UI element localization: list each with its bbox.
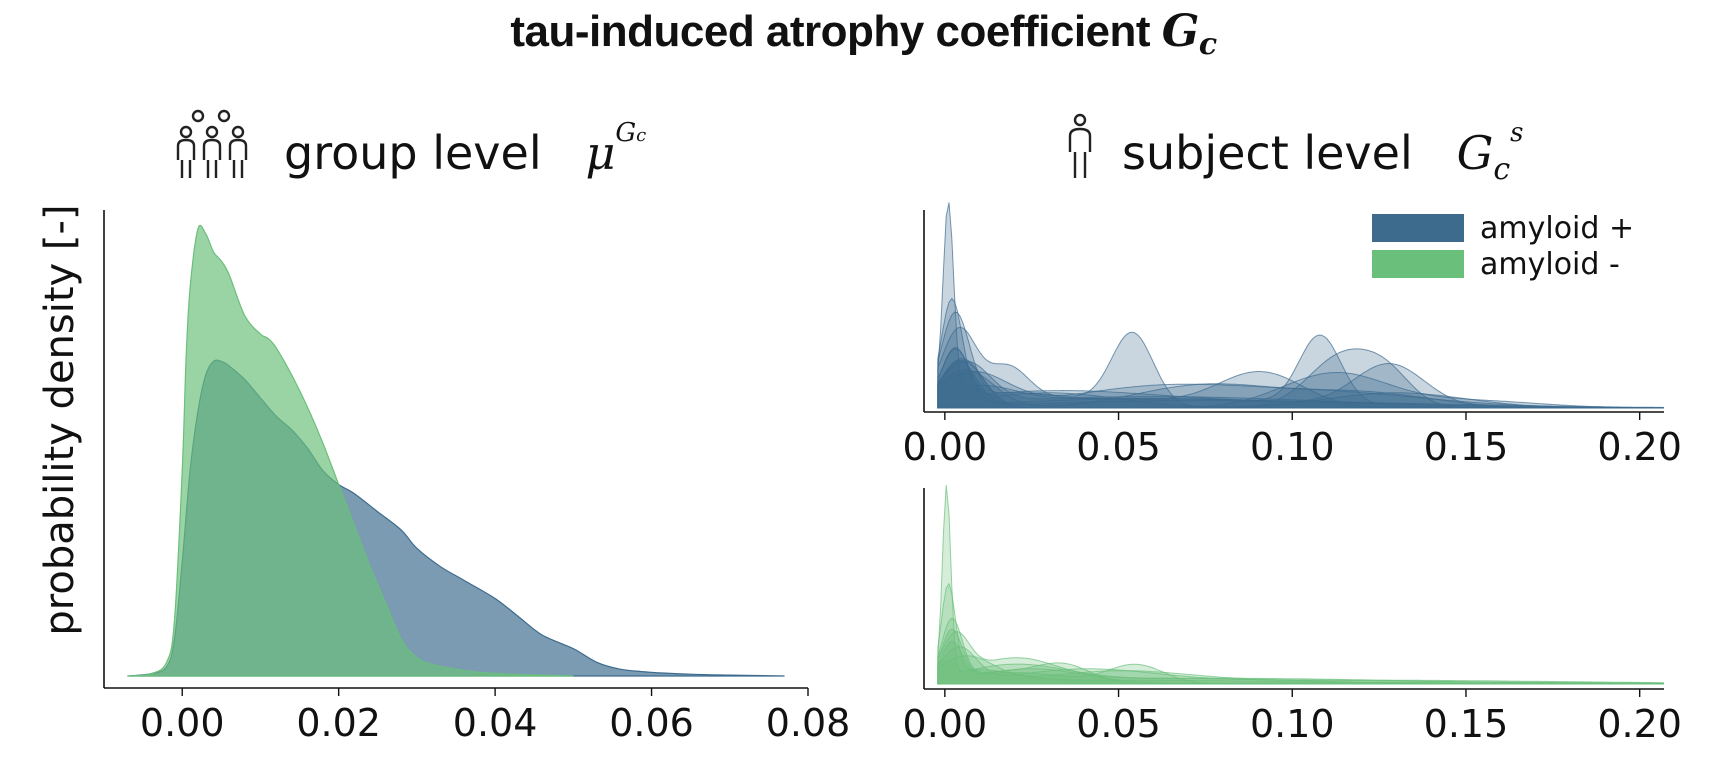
figure-title: tau-induced atrophy coefficient Gc xyxy=(0,6,1727,62)
subject-level-amyloid-neg-plot: 0.00 0.05 0.10 0.15 0.20 xyxy=(903,485,1682,746)
group-x-tick-label: 0.08 xyxy=(766,701,851,745)
group-panel-title: group level μGc xyxy=(284,118,646,180)
group-panel-label: group level xyxy=(284,126,542,180)
legend: amyloid +amyloid - xyxy=(1372,211,1634,282)
subject-pos-x-tick-label: 0.15 xyxy=(1424,425,1509,469)
subject-pos-x-tick-label: 0.05 xyxy=(1076,425,1161,469)
group-x-tick-label: 0.00 xyxy=(140,701,225,745)
group-x-tick-label: 0.02 xyxy=(296,701,381,745)
subject-level-amyloid-pos-plot: 0.00 0.05 0.10 0.15 0.20 xyxy=(903,202,1682,469)
subject-neg-x-tick-label: 0.15 xyxy=(1424,702,1509,746)
group-panel-symbol: μGc xyxy=(585,118,647,180)
subject-panel-symbol: Gcs xyxy=(1456,118,1524,187)
subject-pos-subject-density xyxy=(937,348,1664,409)
group-x-tick-label: 0.06 xyxy=(609,701,694,745)
legend-label: amyloid - xyxy=(1480,247,1620,282)
person-icon xyxy=(1068,113,1092,178)
subject-panel-label: subject level xyxy=(1122,126,1413,180)
group-density-amyloid-neg xyxy=(127,224,574,677)
subject-neg-subject-density xyxy=(937,640,1664,685)
subject-pos-x-tick-label: 0.10 xyxy=(1250,425,1335,469)
legend-label: amyloid + xyxy=(1480,211,1634,246)
figure-title-text: tau-induced atrophy coefficient xyxy=(510,7,1162,56)
subject-panel-title: subject level Gcs xyxy=(1122,118,1524,187)
figure-title-symbol: Gc xyxy=(1161,6,1217,62)
legend-swatch xyxy=(1372,250,1464,278)
subject-neg-x-tick-label: 0.00 xyxy=(903,702,988,746)
group-x-tick-label: 0.04 xyxy=(453,701,538,745)
subject-neg-x-tick-label: 0.10 xyxy=(1250,702,1335,746)
subject-pos-x-tick-label: 0.00 xyxy=(903,425,988,469)
group-people-icon xyxy=(176,109,248,178)
legend-swatch xyxy=(1372,214,1464,242)
subject-pos-x-tick-label: 0.20 xyxy=(1597,425,1682,469)
subject-neg-x-tick-label: 0.05 xyxy=(1076,702,1161,746)
subject-neg-subject-density xyxy=(937,655,1664,685)
subject-neg-subject-density xyxy=(937,485,1664,685)
group-level-plot: 0.00 0.02 0.04 0.06 0.08 xyxy=(103,210,851,745)
subject-neg-x-tick-label: 0.20 xyxy=(1597,702,1682,746)
